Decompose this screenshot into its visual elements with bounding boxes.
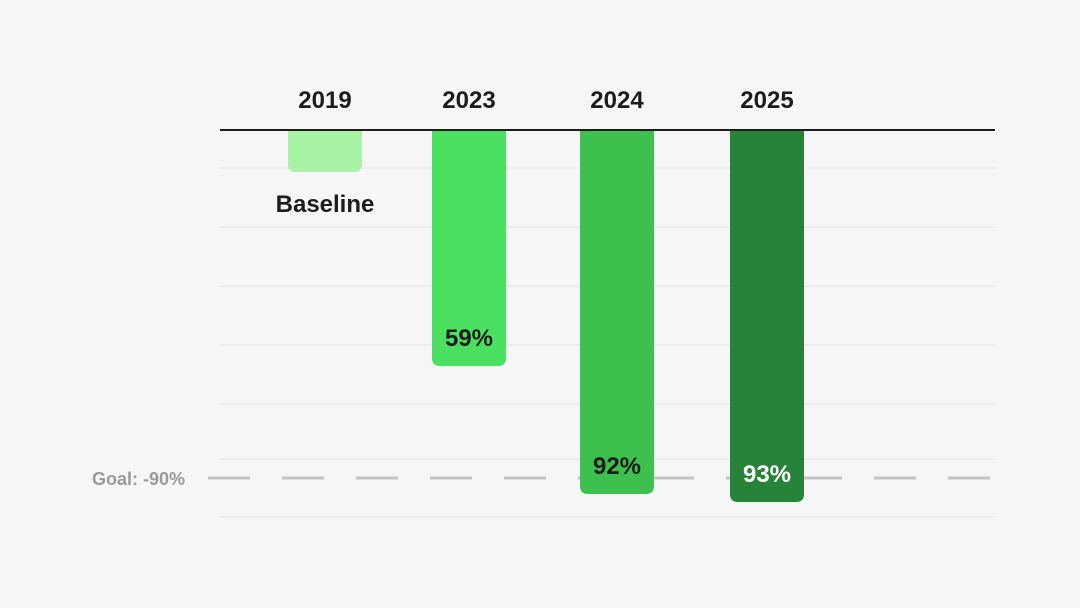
bar-2023 bbox=[432, 130, 506, 366]
data-label-2023: 59% bbox=[445, 325, 493, 352]
bars: 59% 92% 93% bbox=[288, 130, 804, 502]
baseline-label: Baseline bbox=[276, 191, 375, 218]
bar-2019 bbox=[288, 130, 362, 172]
goal-line-group: Goal: -90% bbox=[92, 469, 995, 489]
bar-2025 bbox=[730, 130, 804, 502]
category-labels: 2019 2023 2024 2025 bbox=[298, 87, 793, 114]
data-label-2024: 92% bbox=[593, 453, 641, 480]
category-label-2024: 2024 bbox=[590, 87, 644, 114]
bar-2024 bbox=[580, 130, 654, 494]
category-label-2023: 2023 bbox=[442, 87, 495, 114]
category-label-2019: 2019 bbox=[298, 87, 351, 114]
goal-label: Goal: -90% bbox=[92, 469, 185, 489]
category-label-2025: 2025 bbox=[740, 87, 793, 114]
data-label-2025: 93% bbox=[743, 461, 791, 488]
